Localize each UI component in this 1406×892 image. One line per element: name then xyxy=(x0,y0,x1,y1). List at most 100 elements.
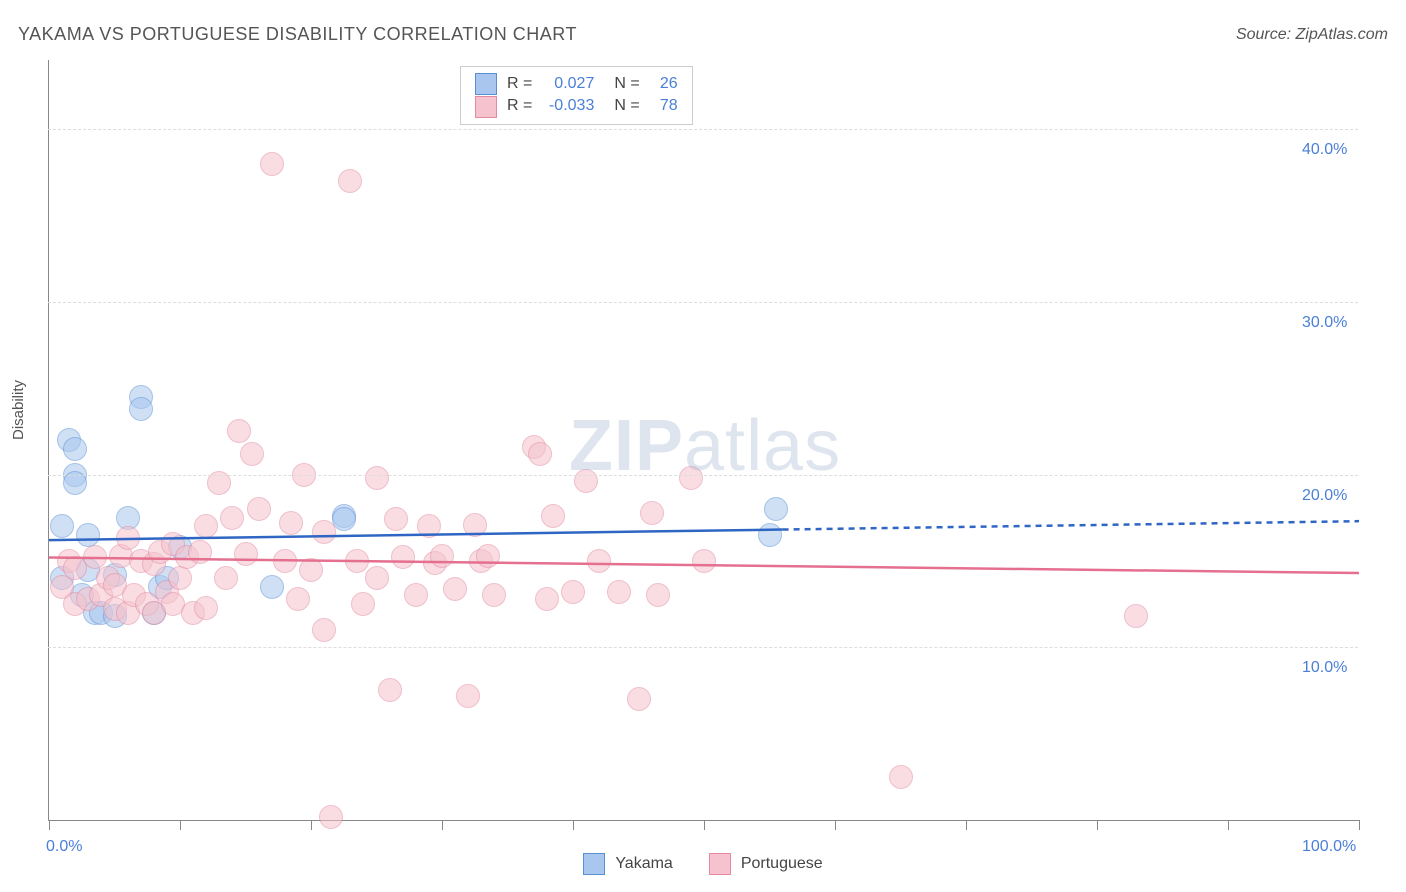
x-tick xyxy=(704,820,705,830)
scatter-point xyxy=(378,678,402,702)
x-tick xyxy=(311,820,312,830)
scatter-point xyxy=(279,511,303,535)
gridline xyxy=(48,475,1358,476)
y-tick-label: 10.0% xyxy=(1302,659,1347,677)
legend-n-value: 78 xyxy=(650,95,678,117)
scatter-point xyxy=(96,566,120,590)
correlation-legend: R =0.027N =26R =-0.033N =78 xyxy=(460,66,693,125)
scatter-point xyxy=(260,152,284,176)
scatter-point xyxy=(57,428,81,452)
scatter-point xyxy=(391,545,415,569)
scatter-point xyxy=(103,604,127,628)
legend-row: R =0.027N =26 xyxy=(475,73,678,95)
scatter-point xyxy=(194,596,218,620)
scatter-point xyxy=(155,566,179,590)
scatter-point xyxy=(528,442,552,466)
scatter-point xyxy=(116,601,140,625)
y-tick-label: 40.0% xyxy=(1302,141,1347,159)
legend-label: Yakama xyxy=(615,855,673,873)
scatter-point xyxy=(227,419,251,443)
scatter-point xyxy=(332,504,356,528)
scatter-point xyxy=(423,551,447,575)
scatter-point xyxy=(122,583,146,607)
legend-r-label: R = xyxy=(507,95,532,117)
trend-line xyxy=(49,557,1359,573)
scatter-point xyxy=(443,577,467,601)
scatter-point xyxy=(188,540,212,564)
scatter-point xyxy=(234,542,258,566)
scatter-point xyxy=(319,805,343,829)
scatter-point xyxy=(469,549,493,573)
x-tick xyxy=(1359,820,1360,830)
scatter-point xyxy=(463,513,487,537)
x-tick xyxy=(573,820,574,830)
y-tick-label: 20.0% xyxy=(1302,487,1347,505)
gridline xyxy=(48,129,1358,130)
legend-r-value: 0.027 xyxy=(542,73,594,95)
scatter-point xyxy=(142,552,166,576)
scatter-point xyxy=(103,597,127,621)
legend-item: Yakama xyxy=(583,853,673,875)
scatter-point xyxy=(129,385,153,409)
gridline xyxy=(48,647,1358,648)
scatter-point xyxy=(103,573,127,597)
scatter-point xyxy=(889,765,913,789)
scatter-point xyxy=(404,583,428,607)
scatter-point xyxy=(758,523,782,547)
scatter-point xyxy=(417,514,441,538)
scatter-point xyxy=(627,687,651,711)
scatter-point xyxy=(561,580,585,604)
scatter-point xyxy=(1124,604,1148,628)
x-tick xyxy=(966,820,967,830)
legend-n-value: 26 xyxy=(650,73,678,95)
scatter-point xyxy=(679,466,703,490)
x-tick xyxy=(180,820,181,830)
scatter-point xyxy=(116,506,140,530)
scatter-point xyxy=(338,169,362,193)
scatter-point xyxy=(89,601,113,625)
x-tick xyxy=(442,820,443,830)
scatter-point xyxy=(168,535,192,559)
scatter-point xyxy=(83,601,107,625)
legend-r-value: -0.033 xyxy=(542,95,594,117)
scatter-point xyxy=(365,566,389,590)
legend-n-label: N = xyxy=(614,73,639,95)
scatter-point xyxy=(640,501,664,525)
scatter-point xyxy=(607,580,631,604)
legend-row: R =-0.033N =78 xyxy=(475,95,678,117)
legend-item: Portuguese xyxy=(709,853,823,875)
x-tick-label-max: 100.0% xyxy=(1302,838,1356,856)
x-tick xyxy=(49,820,50,830)
scatter-point xyxy=(476,544,500,568)
scatter-point xyxy=(384,507,408,531)
scatter-point xyxy=(50,575,74,599)
scatter-point xyxy=(194,514,218,538)
scatter-point xyxy=(175,545,199,569)
scatter-point xyxy=(692,549,716,573)
scatter-point xyxy=(247,497,271,521)
scatter-point xyxy=(430,544,454,568)
chart-title: YAKAMA VS PORTUGUESE DISABILITY CORRELAT… xyxy=(18,24,577,45)
header: YAKAMA VS PORTUGUESE DISABILITY CORRELAT… xyxy=(18,24,1388,45)
legend-swatch xyxy=(709,853,731,875)
scatter-point xyxy=(63,592,87,616)
chart-source: Source: ZipAtlas.com xyxy=(1236,26,1388,44)
scatter-point xyxy=(63,437,87,461)
x-tick xyxy=(1097,820,1098,830)
scatter-point xyxy=(286,587,310,611)
scatter-point xyxy=(50,514,74,538)
scatter-point xyxy=(214,566,238,590)
scatter-point xyxy=(365,466,389,490)
scatter-point xyxy=(129,549,153,573)
plot-area: ZIPatlas xyxy=(48,60,1359,821)
y-tick-label: 30.0% xyxy=(1302,314,1347,332)
legend-label: Portuguese xyxy=(741,855,823,873)
scatter-point xyxy=(103,563,127,587)
series-legend: Yakama Portuguese xyxy=(0,853,1406,880)
scatter-point xyxy=(142,601,166,625)
scatter-point xyxy=(135,592,159,616)
scatter-point xyxy=(181,601,205,625)
scatter-point xyxy=(155,580,179,604)
x-tick-label-min: 0.0% xyxy=(46,838,82,856)
trend-lines-layer xyxy=(49,60,1359,820)
